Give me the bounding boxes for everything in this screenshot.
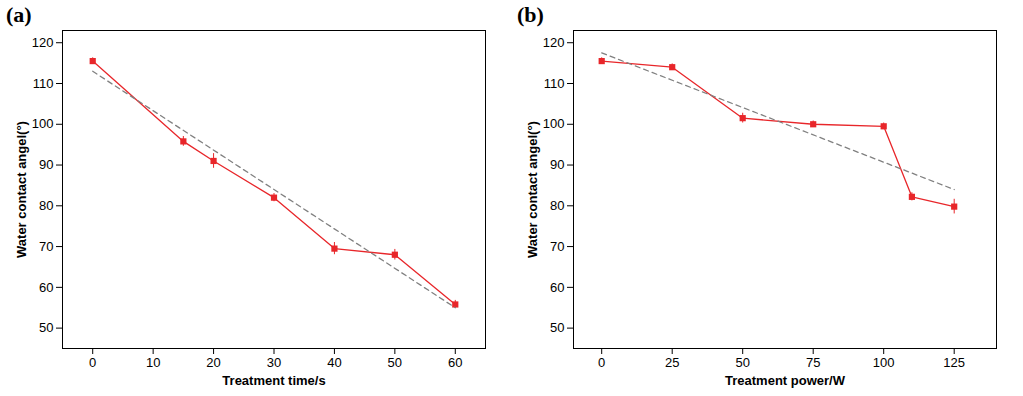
svg-text:50: 50 — [550, 320, 564, 335]
svg-text:80: 80 — [39, 198, 53, 213]
svg-text:0: 0 — [89, 355, 96, 370]
svg-text:70: 70 — [550, 239, 564, 254]
svg-text:100: 100 — [873, 355, 895, 370]
svg-text:20: 20 — [206, 355, 220, 370]
svg-text:80: 80 — [550, 198, 564, 213]
svg-text:90: 90 — [550, 157, 564, 172]
svg-text:125: 125 — [943, 355, 965, 370]
svg-text:Water contact angel(°): Water contact angel(°) — [14, 121, 29, 258]
svg-text:60: 60 — [39, 280, 53, 295]
svg-text:0: 0 — [598, 355, 605, 370]
svg-text:10: 10 — [146, 355, 160, 370]
svg-text:50: 50 — [735, 355, 749, 370]
svg-text:Treatment time/s: Treatment time/s — [222, 373, 325, 388]
svg-text:Water contact angel(°): Water contact angel(°) — [525, 121, 540, 258]
svg-text:100: 100 — [543, 116, 565, 131]
svg-text:75: 75 — [806, 355, 820, 370]
svg-text:50: 50 — [388, 355, 402, 370]
svg-text:30: 30 — [267, 355, 281, 370]
svg-text:120: 120 — [32, 35, 54, 50]
svg-text:90: 90 — [39, 157, 53, 172]
svg-text:Treatment power/W: Treatment power/W — [725, 373, 846, 388]
svg-text:50: 50 — [39, 320, 53, 335]
svg-text:40: 40 — [327, 355, 341, 370]
svg-text:70: 70 — [39, 239, 53, 254]
html-text:(b): (b) — [517, 2, 544, 27]
svg-text:120: 120 — [543, 35, 565, 50]
svg-text:110: 110 — [544, 76, 565, 91]
svg-text:25: 25 — [665, 355, 679, 370]
svg-text:100: 100 — [32, 116, 54, 131]
svg-text:110: 110 — [33, 76, 54, 91]
svg-text:60: 60 — [448, 355, 462, 370]
svg-text:60: 60 — [550, 280, 564, 295]
html-text:(a): (a) — [6, 2, 32, 27]
